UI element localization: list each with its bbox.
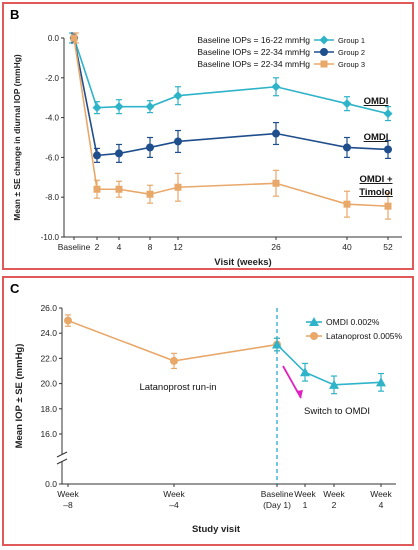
data-point-b	[173, 91, 183, 101]
x-axis-label-b: Visit (weeks)	[214, 257, 271, 268]
y-tick-label-b: -6.0	[45, 153, 59, 162]
y-tick-label-c: 0.0	[45, 479, 57, 489]
data-point-b	[174, 183, 182, 191]
x-tick-label-c-line1: Week	[57, 489, 79, 499]
x-tick-label-c-line1: Week	[370, 489, 392, 499]
switch-arrow-head	[296, 390, 303, 398]
x-tick-label-b: 26	[271, 242, 281, 252]
legend-marker-b	[320, 60, 328, 68]
legend-label-b: Group 2	[338, 48, 365, 57]
data-point-c	[64, 316, 72, 325]
data-point-b	[92, 103, 102, 113]
data-point-b	[70, 34, 78, 42]
y-tick-label-b: -8.0	[45, 193, 59, 202]
data-point-b	[146, 190, 154, 198]
data-point-b	[174, 137, 182, 146]
x-tick-label-b: 12	[173, 242, 183, 252]
data-point-b	[343, 200, 351, 208]
x-tick-label-c-line1: Baseline	[261, 489, 294, 499]
x-tick-label-c-line1: Week	[323, 489, 345, 499]
data-point-b	[93, 185, 101, 193]
series-line-c-2	[276, 343, 382, 386]
data-point-b	[272, 179, 280, 187]
legend-description-b: Baseline IOPs = 22-34 mmHg	[197, 59, 310, 69]
legend-description-b: Baseline IOPs = 16-22 mmHg	[197, 35, 310, 45]
x-tick-label-c-line1: Week	[294, 489, 316, 499]
annotation-switch-to-omdi: Switch to OMDI	[304, 406, 370, 417]
x-tick-label-b: 8	[148, 242, 153, 252]
x-tick-label-c-line2: –4	[169, 500, 179, 510]
legend-marker-b	[319, 35, 329, 45]
data-point-b	[145, 102, 155, 112]
data-point-c	[272, 339, 282, 349]
legend-label-c: OMDI 0.002%	[326, 317, 380, 327]
x-tick-label-b: 4	[117, 242, 122, 252]
x-tick-label-c-line1: Week	[163, 489, 185, 499]
y-tick-label-c: 24.0	[40, 328, 57, 338]
series-line-b-group-3	[73, 37, 389, 207]
x-tick-label-b: Baseline	[58, 242, 91, 252]
data-point-b	[272, 129, 280, 138]
data-point-b	[114, 102, 124, 112]
axis-break-mark	[56, 458, 68, 465]
legend-label-c: Latanoprost 0.005%	[326, 331, 403, 341]
y-tick-label-b: 0.0	[48, 34, 60, 43]
y-tick-label-b: -2.0	[45, 74, 59, 83]
data-point-b	[115, 149, 123, 158]
annotation-omdi-timolol-1: OMDI +	[360, 174, 393, 185]
legend-marker-c	[309, 317, 319, 326]
data-point-c	[170, 356, 178, 365]
panel-c: C 0.0 16.0 18.0 20.0 22.0 24.0 26.0 Week –8 Week –…	[2, 276, 414, 546]
y-tick-label-c: 22.0	[40, 353, 57, 363]
data-point-b	[146, 143, 154, 152]
y-axis-label-c: Mean IOP ± SE (mmHg)	[14, 344, 25, 449]
legend-label-b: Group 1	[338, 36, 365, 45]
legend-marker-b	[320, 48, 328, 56]
y-tick-label-c: 20.0	[40, 379, 57, 389]
x-tick-label-c-line2: (Day 1)	[263, 500, 291, 510]
x-tick-label-b: 40	[342, 242, 352, 252]
data-point-b	[383, 109, 393, 119]
legend-description-b: Baseline IOPs = 22-34 mmHg	[197, 47, 310, 57]
data-point-c	[376, 377, 386, 387]
data-point-c	[300, 367, 310, 377]
legend-marker-c	[310, 332, 318, 340]
chart-c: 0.016.018.020.022.024.026.0Week–8Week–4B…	[14, 303, 403, 535]
y-tick-label-c: 18.0	[40, 404, 57, 414]
x-tick-label-c-line2: 2	[332, 500, 337, 510]
x-tick-label-c-line2: 1	[303, 500, 308, 510]
x-tick-label-c-line2: –8	[63, 500, 73, 510]
legend-label-b: Group 3	[338, 60, 365, 69]
data-point-b	[115, 185, 123, 193]
data-point-b	[342, 99, 352, 109]
annotation-latanoprost-run-in: Latanoprost run-in	[139, 382, 216, 393]
data-point-b	[384, 145, 392, 154]
axis-break-mark	[56, 451, 68, 458]
panel-label-c: C	[10, 281, 20, 296]
y-tick-label-b: -10.0	[41, 233, 60, 242]
panel-b: B 0.0 -2.0 -4.0 -6.0 -8.0 -10.0 Baseline 2 4 8 12 2…	[2, 2, 414, 270]
x-tick-label-b: 2	[95, 242, 100, 252]
x-tick-label-b: 52	[383, 242, 393, 252]
annotation-omdi-timolol-2: Timolol	[359, 187, 393, 198]
data-point-c	[329, 379, 339, 389]
y-tick-label-c: 16.0	[40, 429, 57, 439]
data-point-b	[271, 82, 281, 92]
annotation-omdi-1: OMDI	[364, 96, 389, 107]
y-tick-label-c: 26.0	[40, 303, 57, 313]
panel-label-b: B	[10, 7, 20, 22]
annotation-omdi-2: OMDI	[364, 132, 389, 143]
series-line-c-1	[67, 319, 278, 362]
y-tick-label-b: -4.0	[45, 114, 59, 123]
data-point-b	[93, 151, 101, 160]
x-axis-label-c: Study visit	[192, 524, 241, 535]
y-axis-label-b: Mean ± SE change in diurnal IOP (mmHg)	[12, 54, 22, 221]
data-point-b	[343, 143, 351, 152]
x-tick-label-c-line2: 4	[379, 500, 384, 510]
data-point-b	[384, 202, 392, 210]
